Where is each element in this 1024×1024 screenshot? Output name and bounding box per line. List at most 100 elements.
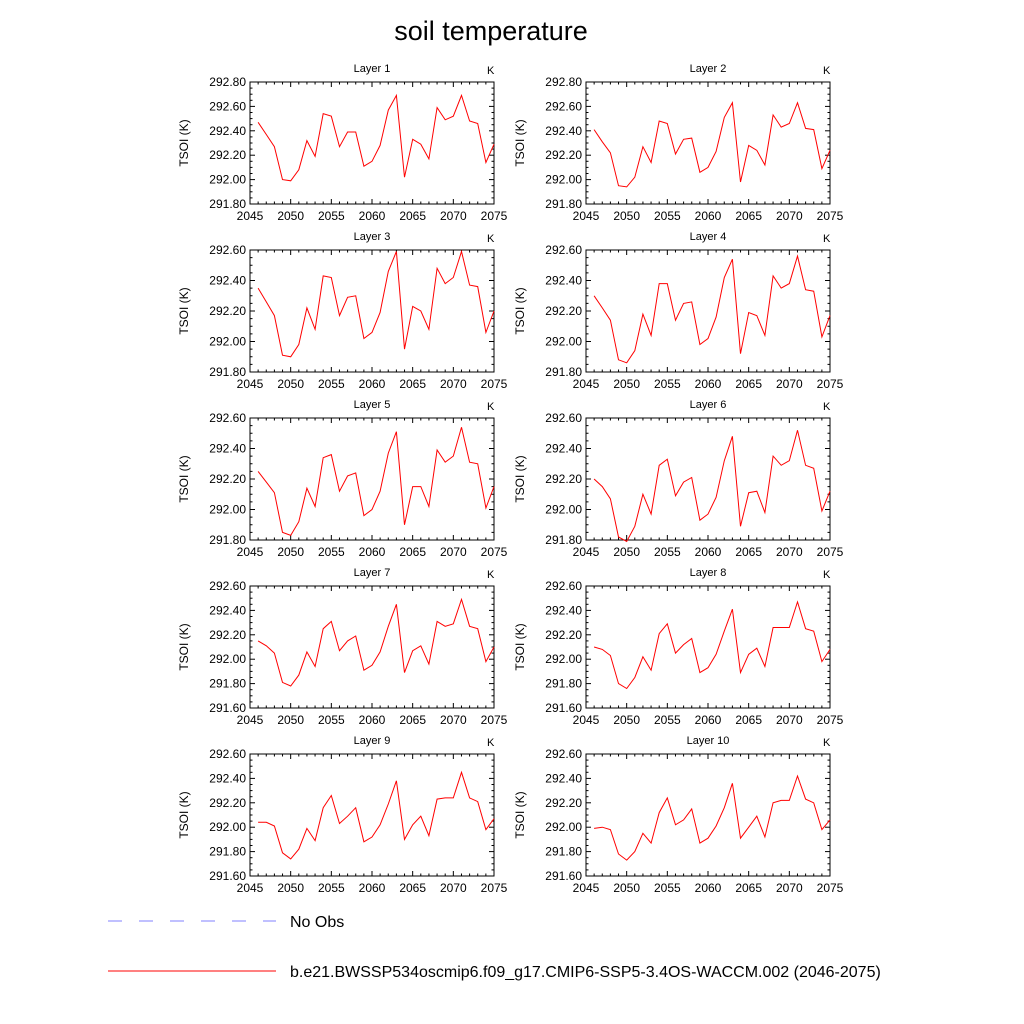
plot-frame: [585, 753, 831, 877]
x-tick-label: 2075: [817, 377, 844, 391]
panel-title: Layer 1: [354, 63, 391, 75]
x-tick-label: 2075: [481, 881, 508, 895]
panel-title: Layer 4: [690, 231, 727, 243]
panel-layer-6: 2045 2050 2055 2060 2065 2070 2075 291.80 292.00…: [513, 399, 844, 559]
y-tick-label: 292.20: [545, 304, 582, 318]
series-line: [257, 597, 495, 687]
x-tick-label: 2050: [613, 881, 640, 895]
y-tick-label: 292.60: [545, 747, 582, 761]
panel-layer-3: 2045 2050 2055 2060 2065 2070 2075 291.80 292.00…: [177, 231, 508, 391]
series-line: [258, 770, 495, 860]
x-tick-label: 2055: [654, 881, 681, 895]
y-tick-label: 292.40: [209, 771, 246, 785]
x-tick-label: 2050: [277, 209, 304, 223]
panel-layer-1: 2045 2050 2055 2060 2065 2070 2075 291.80 292.00…: [177, 63, 508, 223]
y-tick-label: 292.20: [209, 148, 246, 162]
x-tick-label: 2055: [318, 881, 345, 895]
plot-frame: [585, 81, 831, 205]
x-tick-label: 2045: [237, 881, 264, 895]
x-tick-label: 2075: [817, 545, 844, 559]
panel-title: Layer 3: [354, 231, 391, 243]
y-tick-label: 292.20: [209, 472, 246, 486]
x-tick-label: 2055: [654, 713, 681, 727]
x-tick-label: 2045: [573, 209, 600, 223]
y-tick-label: 292.40: [209, 274, 246, 288]
x-tick-label: 2050: [277, 545, 304, 559]
y-tick-label: 292.20: [545, 628, 582, 642]
panel-title: Layer 2: [690, 63, 727, 75]
y-tick-label: 291.60: [545, 701, 582, 715]
y-tick-label: 291.80: [209, 677, 246, 691]
plot-frame: [585, 417, 831, 541]
panel-title: Layer 6: [690, 399, 727, 411]
x-tick-label: 2060: [695, 713, 722, 727]
x-tick-label: 2075: [817, 713, 844, 727]
y-tick-label: 292.40: [209, 603, 246, 617]
x-tick-label: 2045: [237, 377, 264, 391]
figure-title: soil temperature: [394, 16, 588, 46]
x-tick-label: 2045: [237, 545, 264, 559]
series-line: [593, 101, 831, 188]
x-tick-label: 2070: [440, 377, 467, 391]
panel-layer-4: 2045 2050 2055 2060 2065 2070 2075 291.80 292.00…: [513, 231, 844, 391]
x-tick-label: 2075: [817, 881, 844, 895]
x-tick-label: 2055: [654, 209, 681, 223]
x-tick-label: 2070: [776, 713, 803, 727]
x-tick-label: 2070: [776, 881, 803, 895]
x-tick-label: 2060: [695, 209, 722, 223]
x-tick-label: 2070: [440, 209, 467, 223]
x-tick-label: 2075: [817, 209, 844, 223]
x-tick-label: 2050: [613, 545, 640, 559]
x-tick-label: 2055: [318, 209, 345, 223]
y-tick-label: 292.20: [209, 628, 246, 642]
y-tick-label: 291.80: [545, 677, 582, 691]
y-tick-label: 291.60: [209, 869, 246, 883]
y-tick-label: 292.00: [209, 335, 246, 349]
series-line: [257, 427, 495, 537]
legend: No Obs b.e21.BWSSP534oscmip6.f09_g17.CMIP…: [108, 914, 881, 981]
x-tick-label: 2050: [613, 209, 640, 223]
x-tick-label: 2045: [573, 881, 600, 895]
x-tick-label: 2050: [277, 881, 304, 895]
y-tick-label: 292.40: [545, 442, 582, 456]
x-tick-label: 2045: [573, 713, 600, 727]
y-tick-label: 292.00: [545, 503, 582, 517]
plot-frame: [249, 81, 495, 205]
x-tick-label: 2050: [277, 377, 304, 391]
y-tick-label: 291.80: [209, 197, 246, 211]
y-tick-label: 292.00: [209, 503, 246, 517]
y-axis-label: TSOI (K): [177, 623, 191, 670]
y-tick-label: 292.40: [209, 124, 246, 138]
panel-layer-9: 2045 2050 2055 2060 2065 2070 2075 291.60 291.80…: [177, 735, 508, 895]
plot-frame: [249, 249, 495, 373]
x-tick-label: 2045: [573, 377, 600, 391]
x-tick-label: 2055: [318, 377, 345, 391]
units-label: K: [487, 737, 495, 749]
y-tick-label: 292.20: [545, 472, 582, 486]
y-axis-label: TSOI (K): [177, 287, 191, 334]
series-line: [594, 774, 831, 861]
panel-layer-8: 2045 2050 2055 2060 2065 2070 2075 291.60 291.80…: [513, 567, 844, 727]
y-tick-label: 292.20: [545, 796, 582, 810]
y-tick-label: 292.00: [209, 652, 246, 666]
x-tick-label: 2065: [735, 713, 762, 727]
y-tick-label: 292.80: [209, 75, 246, 89]
x-tick-label: 2075: [481, 713, 508, 727]
x-tick-label: 2050: [613, 377, 640, 391]
x-tick-label: 2045: [573, 545, 600, 559]
legend-label: b.e21.BWSSP534oscmip6.f09_g17.CMIP6-SSP5…: [290, 964, 881, 981]
panels-grid: 2045 2050 2055 2060 2065 2070 2075 291.80 292.00…: [177, 63, 844, 895]
panel-title: Layer 10: [687, 735, 730, 747]
y-tick-label: 292.00: [209, 820, 246, 834]
plot-frame: [249, 585, 495, 709]
x-tick-label: 2055: [654, 377, 681, 391]
x-tick-label: 2065: [399, 713, 426, 727]
y-tick-label: 291.80: [545, 533, 582, 547]
x-tick-label: 2045: [237, 713, 264, 727]
y-tick-label: 291.80: [209, 533, 246, 547]
x-tick-label: 2070: [776, 209, 803, 223]
y-tick-label: 292.60: [545, 243, 582, 257]
x-tick-label: 2055: [654, 545, 681, 559]
x-tick-label: 2070: [440, 545, 467, 559]
y-tick-label: 291.80: [545, 197, 582, 211]
